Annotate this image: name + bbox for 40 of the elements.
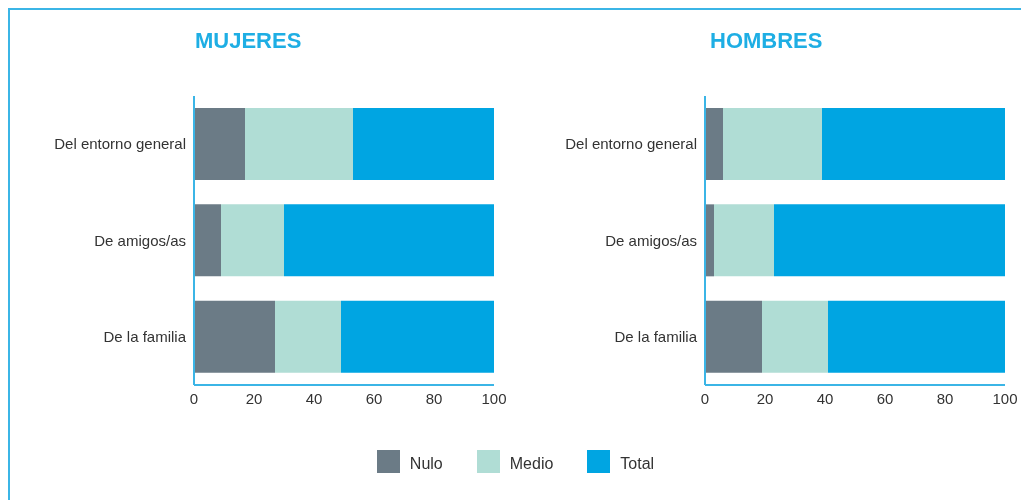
bar xyxy=(714,204,774,277)
legend-label: Nulo xyxy=(409,455,443,473)
y-tick-label: De amigos/as xyxy=(605,231,697,249)
y-tick-label: Del entorno general xyxy=(54,135,186,153)
bar xyxy=(822,108,1005,180)
bar xyxy=(221,204,284,277)
x-tick-label: 100 xyxy=(992,389,1018,407)
x-tick-label: 60 xyxy=(365,389,383,407)
x-tick-label: 40 xyxy=(305,389,323,407)
x-tick-label: 0 xyxy=(189,389,199,407)
y-tick-label: Del entorno general xyxy=(565,135,697,153)
x-tick-label: 100 xyxy=(481,389,507,407)
bar xyxy=(194,300,275,373)
bar xyxy=(245,108,353,180)
x-tick-label: 40 xyxy=(816,389,834,407)
chart-title: MUJERES xyxy=(195,28,303,55)
x-tick-label: 20 xyxy=(756,389,774,407)
x-tick-label: 0 xyxy=(700,389,710,407)
bar xyxy=(774,204,1005,277)
bar xyxy=(353,108,494,180)
y-tick-label: De la familia xyxy=(103,328,187,346)
bar xyxy=(723,108,822,180)
bar xyxy=(828,300,1005,373)
x-tick-label: 60 xyxy=(876,389,894,407)
bar xyxy=(284,204,494,277)
x-tick-label: 80 xyxy=(936,389,954,407)
bar xyxy=(275,300,341,373)
bar xyxy=(762,300,828,373)
chart-title: HOMBRES xyxy=(710,28,824,55)
bar xyxy=(705,108,723,180)
legend-label: Medio xyxy=(509,455,554,473)
bar xyxy=(194,108,245,180)
y-tick-label: De la familia xyxy=(614,328,698,346)
bar xyxy=(705,300,762,373)
x-tick-label: 80 xyxy=(425,389,443,407)
bar xyxy=(341,300,494,373)
legend-label: Total xyxy=(620,455,655,473)
x-tick-label: 20 xyxy=(245,389,263,407)
bar xyxy=(194,204,221,277)
y-tick-label: De amigos/as xyxy=(94,231,186,249)
